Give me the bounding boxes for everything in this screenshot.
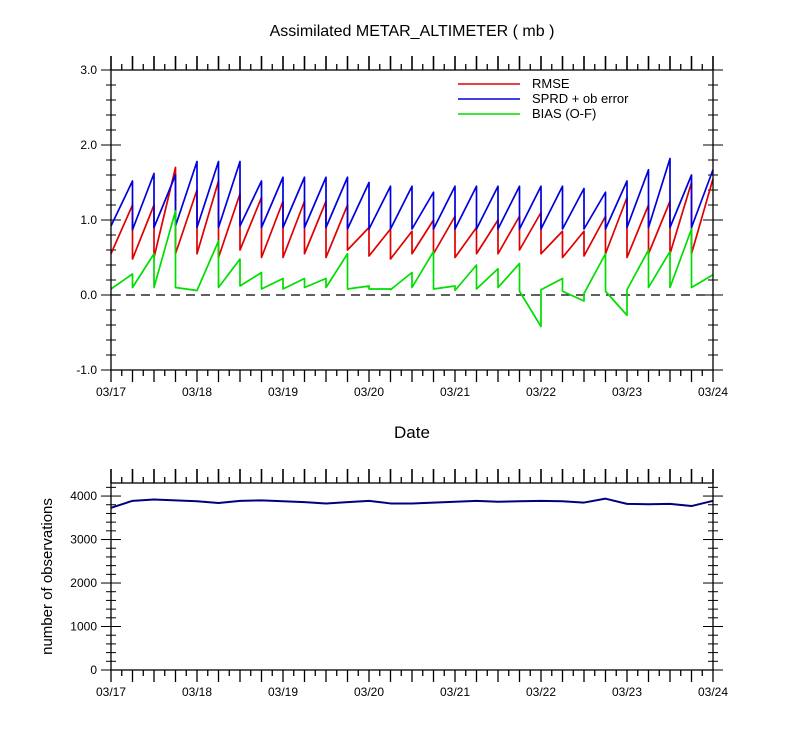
top-x-tick-label: 03/24 <box>698 385 728 399</box>
top-y-tick-label: 2.0 <box>80 138 97 152</box>
top-title: Assimilated METAR_ALTIMETER ( mb ) <box>270 23 555 40</box>
bottom-plot-frame <box>110 482 714 671</box>
bottom-y-tick-label: 0 <box>90 663 97 677</box>
top-x-axis-label: Date <box>394 423 430 442</box>
top-x-tick-label: 03/23 <box>612 385 642 399</box>
top-y-tick-label: 3.0 <box>80 63 97 77</box>
top-legend-label: RMSE <box>532 76 570 91</box>
bottom-y-tick-label: 2000 <box>70 576 97 590</box>
bottom-x-tick-label: 03/24 <box>698 685 728 699</box>
bottom-x-tick-label: 03/18 <box>182 685 212 699</box>
top-x-tick-label: 03/19 <box>268 385 298 399</box>
observation-count-chart: 0 1000 2000 3000 4000 03/17 03/18 03/19 03/20 03/… <box>39 469 728 699</box>
bottom-series-obs-count-line <box>110 497 714 509</box>
bottom-y-tick-label: 1000 <box>70 620 97 634</box>
top-x-tick-label: 03/21 <box>440 385 470 399</box>
bottom-y-axis-label: number of observations <box>39 498 56 655</box>
bottom-x-tick-label: 03/20 <box>354 685 384 699</box>
top-y-tick-label: -1.0 <box>76 363 97 377</box>
bottom-x-tick-label: 03/22 <box>526 685 556 699</box>
bottom-x-tick-label: 03/23 <box>612 685 642 699</box>
top-x-tick-label: 03/20 <box>354 385 384 399</box>
top-legend-label: SPRD + ob error <box>532 91 629 106</box>
top-x-tick-label: 03/18 <box>182 385 212 399</box>
bottom-x-tick-label: 03/19 <box>268 685 298 699</box>
bias-rmse-chart: Assimilated METAR_ALTIMETER ( mb ) -1.0 0.… <box>76 23 728 442</box>
bottom-x-tick-label: 03/17 <box>96 685 126 699</box>
top-y-tick-label: 0.0 <box>80 288 97 302</box>
top-series-sprd-ob-error-line <box>110 157 714 231</box>
top-x-tick-label: 03/17 <box>96 385 126 399</box>
top-plot-frame <box>110 69 714 371</box>
top-x-tick-label: 03/22 <box>526 385 556 399</box>
bottom-y-tick-label: 3000 <box>70 533 97 547</box>
bottom-y-tick-label: 4000 <box>70 489 97 503</box>
top-legend-label: BIAS (O-F) <box>532 106 596 121</box>
top-y-tick-label: 1.0 <box>80 213 97 227</box>
bottom-x-tick-label: 03/21 <box>440 685 470 699</box>
top-series-bias-o-f-line <box>110 210 714 328</box>
